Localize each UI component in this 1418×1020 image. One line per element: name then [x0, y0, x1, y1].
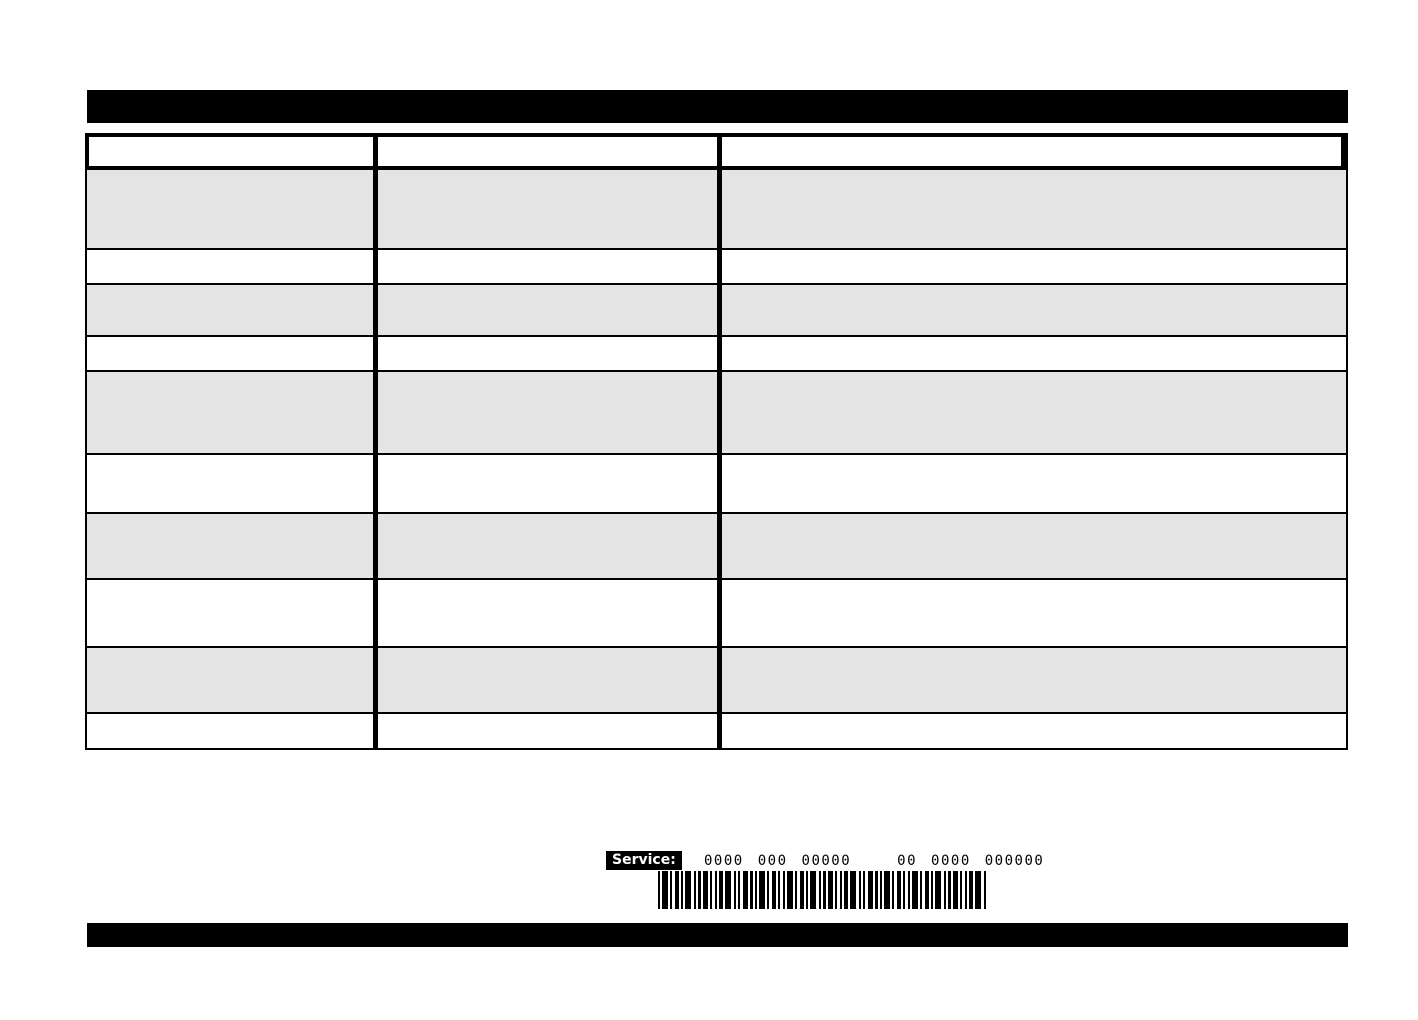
- data-table-body: [85, 170, 1348, 750]
- table-cell: [378, 285, 722, 335]
- table-row: [87, 648, 1346, 714]
- table-row: [87, 337, 1346, 372]
- table-row: [87, 580, 1346, 648]
- table-row: [87, 170, 1346, 250]
- service-number: 00000: [801, 853, 852, 869]
- service-number: 000000: [984, 853, 1045, 869]
- table-cell: [722, 170, 1346, 248]
- table-cell: [87, 337, 378, 370]
- service-label: Service:: [606, 851, 682, 870]
- table-cell: [378, 648, 722, 712]
- table-cell: [378, 714, 722, 748]
- table-cell: [722, 714, 1346, 748]
- table-cell: [722, 250, 1346, 283]
- table-row: [87, 714, 1346, 750]
- title-bar: [87, 90, 1348, 123]
- service-number: 00: [897, 853, 918, 869]
- table-cell: [87, 580, 378, 646]
- table-cell: [87, 285, 378, 335]
- table-cell: [378, 250, 722, 283]
- footer-bar: [87, 923, 1348, 947]
- table-header-cell: [378, 137, 722, 166]
- barcode-image: [656, 871, 988, 909]
- table-cell: [87, 514, 378, 578]
- table-cell: [87, 372, 378, 453]
- service-number: 0000: [704, 853, 744, 869]
- table-row: [87, 372, 1346, 455]
- table-row: [87, 514, 1346, 580]
- table-cell: [87, 250, 378, 283]
- table-row: [87, 455, 1346, 514]
- table-row: [87, 285, 1346, 337]
- table-cell: [722, 580, 1346, 646]
- table-cell: [722, 285, 1346, 335]
- service-number: 0000: [931, 853, 971, 869]
- table-cell: [378, 372, 722, 453]
- table-cell: [378, 580, 722, 646]
- table-cell: [722, 372, 1346, 453]
- table-cell: [87, 170, 378, 248]
- table-cell: [87, 714, 378, 748]
- table-cell: [378, 170, 722, 248]
- table-cell: [722, 455, 1346, 512]
- table-cell: [87, 455, 378, 512]
- table-cell: [378, 337, 722, 370]
- table-row: [87, 250, 1346, 285]
- table-cell: [722, 648, 1346, 712]
- table-header-cell: [89, 137, 378, 166]
- service-number-groups: 0000 000 00000 00 0000 000000: [704, 853, 1044, 869]
- table-cell: [378, 455, 722, 512]
- table-cell: [722, 514, 1346, 578]
- table-header-cell: [722, 137, 1341, 166]
- table-cell: [87, 648, 378, 712]
- table-cell: [378, 514, 722, 578]
- table-header-row: [85, 133, 1348, 170]
- service-number: 000: [757, 853, 788, 869]
- table-cell: [722, 337, 1346, 370]
